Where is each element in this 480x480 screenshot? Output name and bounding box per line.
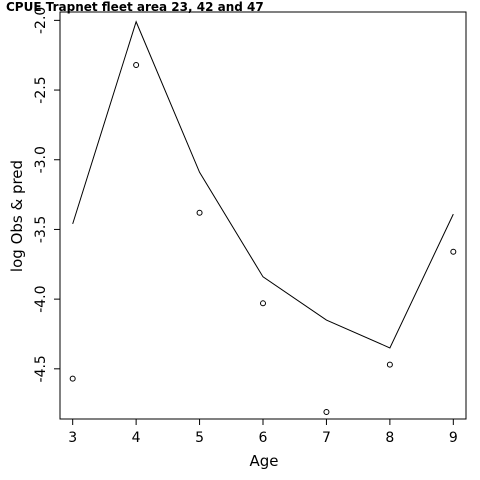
predicted-line <box>72 20 454 349</box>
x-tick-label: 8 <box>385 430 394 446</box>
observed-point <box>260 300 266 307</box>
y-tick-label: -4.0 <box>33 285 49 312</box>
x-tick-label: 3 <box>68 430 77 446</box>
observed-point <box>196 209 203 216</box>
x-tick-label: 9 <box>449 430 458 446</box>
observed-point <box>450 248 457 255</box>
y-tick-label: -2.5 <box>33 76 49 103</box>
x-tick-label: 7 <box>322 430 331 446</box>
observed-point <box>386 361 393 368</box>
y-axis: -2.0 -2.5 -3.0 -3.5 -4.0 -4.5 <box>33 7 60 382</box>
y-tick-label: -2.0 <box>33 7 49 34</box>
y-tick-label: -4.5 <box>33 355 49 382</box>
x-axis-label: Age <box>249 452 278 470</box>
observed-point <box>69 375 76 382</box>
observed-point <box>133 61 140 68</box>
y-axis-label: log Obs & pred <box>8 160 26 272</box>
plot-frame <box>59 11 467 420</box>
x-tick-label: 5 <box>195 430 204 446</box>
x-tick-label: 4 <box>132 430 141 446</box>
x-tick-label: 6 <box>259 430 268 446</box>
y-tick-label: -3.5 <box>33 216 49 243</box>
series-layer <box>69 20 457 416</box>
chart-title: CPUE Trapnet fleet area 23, 42 and 47 <box>6 0 264 14</box>
y-tick-label: -3.0 <box>33 146 49 173</box>
x-axis: 3 4 5 6 7 8 9 <box>68 419 458 446</box>
observed-point <box>323 409 330 416</box>
